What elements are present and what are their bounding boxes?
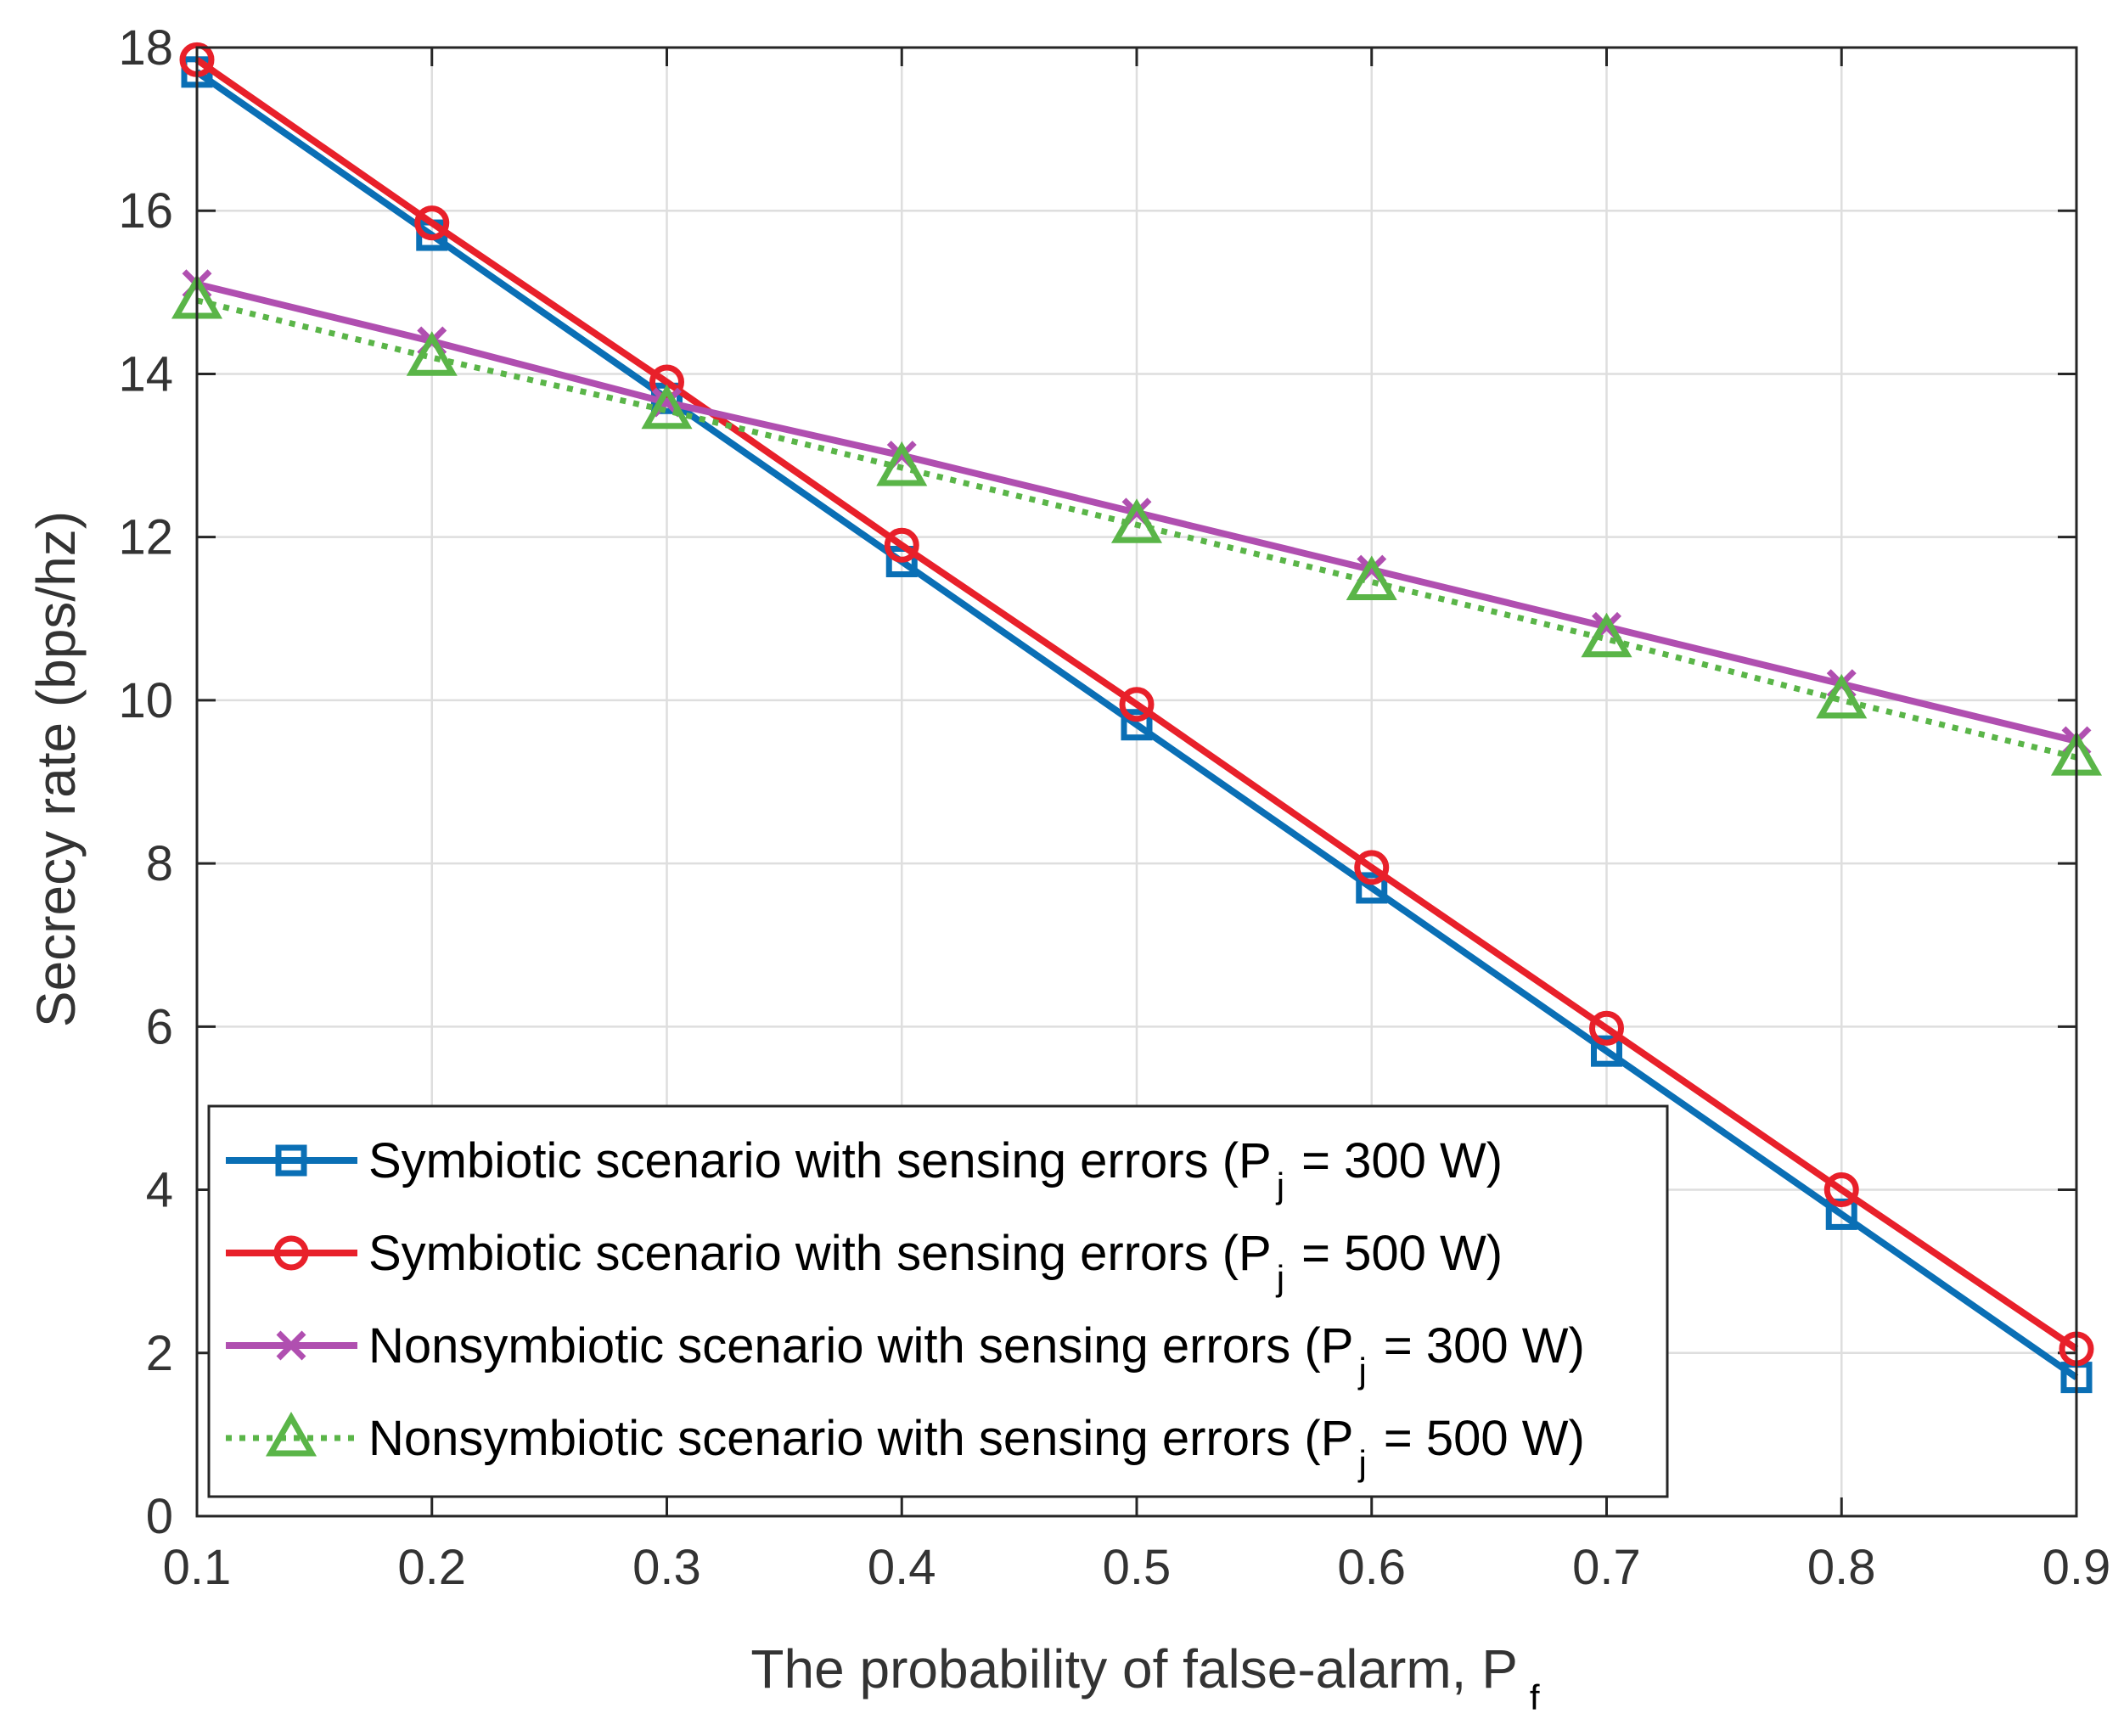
legend-label: Symbiotic scenario with sensing errors (…	[368, 1226, 1503, 1298]
legend-label-main: Symbiotic scenario with sensing errors (…	[368, 1226, 1272, 1281]
y-tick-label: 16	[118, 183, 173, 239]
series-line-1	[194, 69, 2079, 1380]
legend-entry-2: Symbiotic scenario with sensing errors (…	[226, 1226, 1503, 1298]
legend-label-main: Symbiotic scenario with sensing errors (…	[368, 1133, 1272, 1188]
x-axis-label-text: The probability of false-alarm, P	[750, 1638, 1518, 1699]
data-point-square	[1121, 709, 1153, 741]
data-point-circle	[1589, 1010, 1624, 1046]
legend-label-suffix: = 500 W)	[1370, 1411, 1585, 1466]
legend-swatch-marker	[265, 1411, 317, 1457]
y-tick-label: 6	[146, 999, 173, 1054]
data-point-circle	[884, 527, 919, 563]
data-point-circle	[649, 364, 684, 400]
plot-frame	[195, 46, 2078, 1518]
legend-label-suffix: = 300 W)	[1370, 1318, 1585, 1374]
legend-label-suffix: = 300 W)	[1288, 1133, 1503, 1188]
series-line-4	[196, 297, 2077, 761]
data-point-triangle	[876, 441, 928, 486]
data-point-circle	[1823, 1172, 1859, 1208]
legend-entry-4: Nonsymbiotic scenario with sensing error…	[226, 1411, 1585, 1483]
y-axis-label: Secrecy rate (bps/hz)	[25, 511, 87, 1027]
data-point-triangle	[641, 384, 693, 430]
legend-label-subscript: j	[1275, 1166, 1284, 1205]
legend-label: Nonsymbiotic scenario with sensing error…	[368, 1411, 1585, 1483]
y-tick-label: 4	[146, 1163, 173, 1218]
x-axis-label-subscript: f	[1530, 1677, 1540, 1717]
x-tick-label: 0.6	[1337, 1540, 1406, 1595]
data-point-triangle	[1581, 612, 1632, 658]
legend-swatch-marker	[276, 1330, 306, 1361]
legend-entry-1: Symbiotic scenario with sensing errors (…	[226, 1133, 1503, 1205]
legend: Symbiotic scenario with sensing errors (…	[207, 1104, 1669, 1498]
legend-swatch-marker	[273, 1235, 309, 1271]
data-point-square	[1356, 872, 1388, 904]
legend-label: Symbiotic scenario with sensing errors (…	[368, 1133, 1503, 1205]
data-point-triangle	[406, 331, 458, 376]
x-tick-label: 0.3	[632, 1540, 701, 1595]
legend-label: Nonsymbiotic scenario with sensing error…	[368, 1318, 1585, 1390]
data-point-triangle	[1346, 555, 1397, 601]
data-point-circle	[1354, 850, 1390, 885]
y-tick-label: 18	[118, 20, 173, 76]
y-tick-label: 8	[146, 836, 173, 891]
y-tick-label: 14	[118, 346, 173, 402]
data-point-circle	[414, 205, 450, 241]
legend-swatch-marker	[275, 1144, 307, 1177]
legend-box	[207, 1104, 1669, 1498]
legend-entries: Symbiotic scenario with sensing errors (…	[226, 1133, 1585, 1483]
legend-label-main: Nonsymbiotic scenario with sensing error…	[368, 1411, 1353, 1466]
x-tick-label: 0.1	[163, 1540, 232, 1595]
data-point-triangle	[1110, 498, 1163, 543]
legend-label-main: Nonsymbiotic scenario with sensing error…	[368, 1318, 1353, 1374]
x-tick-labels: 0.1 0.2 0.3 0.4 0.5 0.6 0.7 0.8 0.9	[163, 1540, 2111, 1595]
x-axis-label: The probability of false-alarm, P f	[750, 1638, 1540, 1717]
legend-label-subscript: j	[1357, 1351, 1366, 1390]
series-2	[179, 42, 2094, 1367]
x-tick-label: 0.4	[868, 1540, 936, 1595]
data-point-triangle	[1816, 673, 1868, 719]
legend-label-subscript: j	[1275, 1258, 1284, 1298]
series-group	[171, 42, 2103, 1394]
x-tick-label: 0.2	[397, 1540, 466, 1595]
legend-label-suffix: = 500 W)	[1288, 1226, 1503, 1281]
y-tick-label: 10	[118, 673, 173, 728]
x-tick-label: 0.9	[2043, 1540, 2111, 1595]
x-tick-label: 0.7	[1572, 1540, 1641, 1595]
data-point-circle	[1119, 687, 1155, 722]
y-tick-label: 12	[118, 510, 173, 565]
series-4	[171, 273, 2103, 776]
y-tick-label: 0	[146, 1489, 173, 1544]
y-tick-label: 2	[146, 1326, 173, 1381]
x-tick-label: 0.5	[1103, 1540, 1172, 1595]
series-line-2	[194, 57, 2079, 1352]
data-point-square	[1591, 1035, 1622, 1067]
x-tick-label: 0.8	[1807, 1540, 1876, 1595]
legend-entry-3: Nonsymbiotic scenario with sensing error…	[226, 1318, 1585, 1390]
legend-label-subscript: j	[1357, 1443, 1366, 1483]
y-tick-labels: 0 2 4 6 8 10 12 14 16 18	[118, 20, 173, 1544]
